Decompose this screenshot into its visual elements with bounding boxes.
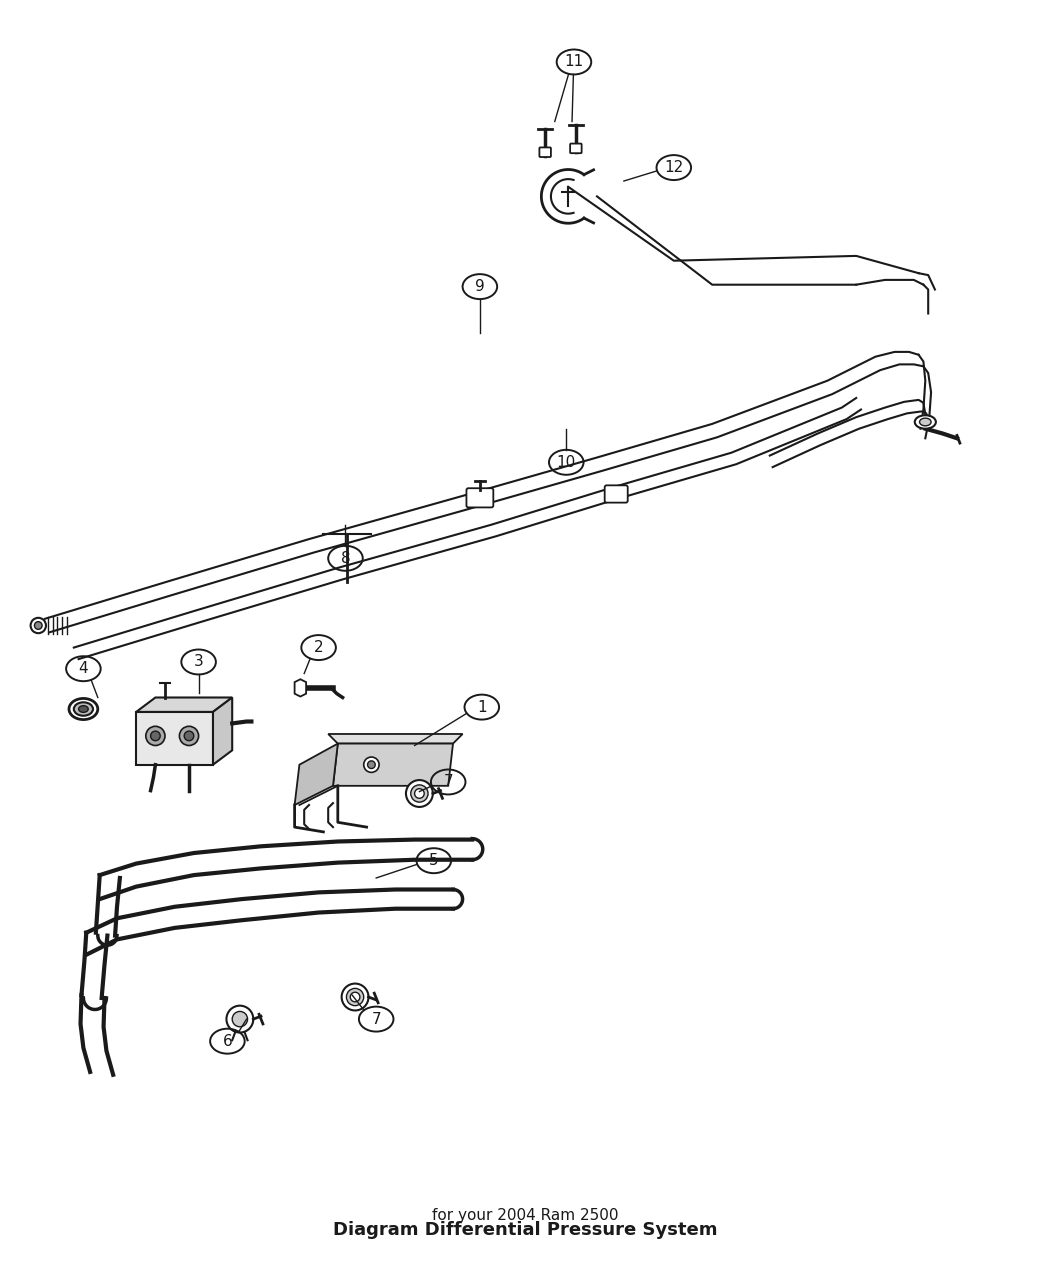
Polygon shape xyxy=(213,697,232,765)
Polygon shape xyxy=(295,743,338,805)
Text: 7: 7 xyxy=(372,1011,381,1026)
Text: 7: 7 xyxy=(443,774,453,789)
Circle shape xyxy=(150,731,161,741)
Text: 2: 2 xyxy=(314,640,323,655)
Polygon shape xyxy=(329,734,463,743)
Circle shape xyxy=(180,727,198,746)
Ellipse shape xyxy=(79,705,88,713)
FancyBboxPatch shape xyxy=(570,144,582,153)
Ellipse shape xyxy=(915,416,936,428)
Circle shape xyxy=(411,785,428,802)
Polygon shape xyxy=(295,680,307,696)
Ellipse shape xyxy=(69,699,98,719)
Text: 1: 1 xyxy=(477,700,486,714)
Polygon shape xyxy=(333,743,453,785)
Text: 4: 4 xyxy=(79,662,88,676)
Circle shape xyxy=(232,1011,248,1026)
Text: Diagram Differential Pressure System: Diagram Differential Pressure System xyxy=(333,1221,717,1239)
Circle shape xyxy=(368,761,375,769)
Text: 8: 8 xyxy=(340,551,351,566)
Circle shape xyxy=(227,1006,253,1033)
Circle shape xyxy=(184,731,194,741)
Text: 12: 12 xyxy=(665,161,684,175)
Circle shape xyxy=(30,618,46,634)
Text: 10: 10 xyxy=(556,455,575,469)
Circle shape xyxy=(146,727,165,746)
Text: for your 2004 Ram 2500: for your 2004 Ram 2500 xyxy=(432,1209,618,1224)
Circle shape xyxy=(406,780,433,807)
Circle shape xyxy=(341,983,369,1011)
Circle shape xyxy=(351,992,360,1002)
Circle shape xyxy=(415,789,424,798)
Circle shape xyxy=(363,757,379,773)
Circle shape xyxy=(346,988,363,1006)
FancyBboxPatch shape xyxy=(540,148,551,157)
Ellipse shape xyxy=(920,418,931,426)
FancyBboxPatch shape xyxy=(605,486,628,502)
Text: 5: 5 xyxy=(429,853,439,868)
Circle shape xyxy=(35,622,42,630)
Polygon shape xyxy=(136,697,232,711)
Polygon shape xyxy=(136,711,213,765)
Text: 3: 3 xyxy=(193,654,204,669)
Text: 9: 9 xyxy=(475,279,485,295)
FancyBboxPatch shape xyxy=(466,488,493,507)
Text: 11: 11 xyxy=(564,55,584,69)
Ellipse shape xyxy=(74,703,93,715)
Text: 6: 6 xyxy=(223,1034,232,1048)
